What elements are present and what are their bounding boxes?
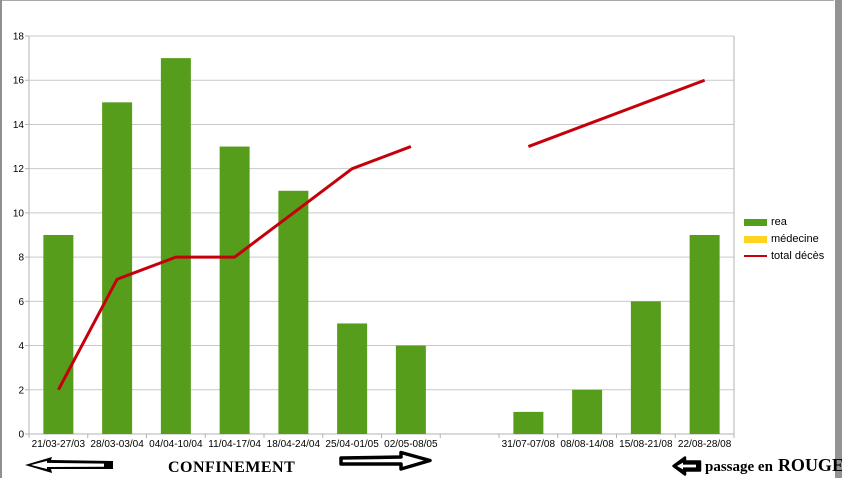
x-axis-label: 02/05-08/05 bbox=[384, 439, 438, 450]
rea-bar bbox=[278, 190, 309, 434]
rea-bar bbox=[337, 323, 368, 434]
total-deces-swatch-icon bbox=[744, 255, 767, 257]
confinement-left-arrow-icon bbox=[25, 457, 113, 473]
rea-bar bbox=[395, 345, 426, 434]
legend-item-total-deces: total décès bbox=[744, 250, 824, 262]
passage-emph: ROUGE bbox=[777, 455, 842, 475]
x-axis-label: 04/04-10/04 bbox=[149, 439, 203, 450]
y-axis-label: 8 bbox=[18, 253, 24, 264]
legend-item-medecine: médecine bbox=[744, 233, 824, 245]
y-axis-label: 2 bbox=[18, 385, 24, 396]
x-axis-label: 15/08-21/08 bbox=[619, 439, 673, 450]
legend: rea médecine total décès bbox=[744, 216, 824, 262]
rea-bar bbox=[160, 58, 191, 434]
x-axis-label: 25/04-01/05 bbox=[325, 439, 379, 450]
x-axis-label: 28/03-03/04 bbox=[90, 439, 144, 450]
vertical-scrollbar[interactable] bbox=[834, 0, 842, 478]
total décès-line bbox=[527, 78, 706, 148]
rea-bar bbox=[689, 235, 720, 434]
medecine-swatch-icon bbox=[744, 235, 767, 243]
rea-bar bbox=[102, 102, 133, 434]
x-axis-label: 18/04-24/04 bbox=[267, 439, 321, 450]
y-axis-label: 10 bbox=[13, 208, 25, 219]
rea-bar bbox=[513, 411, 544, 434]
y-axis-label: 4 bbox=[18, 341, 24, 352]
x-axis-label: 08/08-14/08 bbox=[560, 439, 614, 450]
passage-en-rouge-label: passage en ROUGE bbox=[705, 455, 842, 476]
legend-label-total-deces: total décès bbox=[771, 250, 825, 262]
rea-swatch-icon bbox=[744, 218, 767, 226]
rea-bar bbox=[630, 301, 661, 434]
confinement-label: CONFINEMENT bbox=[168, 459, 296, 476]
rea-bar bbox=[572, 389, 603, 434]
y-axis-label: 6 bbox=[18, 297, 24, 308]
legend-label-medecine: médecine bbox=[771, 233, 819, 245]
x-axis-label: 22/08-28/08 bbox=[678, 439, 732, 450]
x-axis-label: 31/07-07/08 bbox=[502, 439, 556, 450]
y-axis-label: 0 bbox=[18, 430, 24, 441]
total décès-line bbox=[57, 145, 412, 391]
y-axis-label: 14 bbox=[13, 120, 25, 131]
y-axis-label: 16 bbox=[13, 76, 25, 87]
window-border-left bbox=[0, 0, 2, 478]
window-border-top bbox=[0, 0, 842, 1]
y-axis-label: 12 bbox=[13, 164, 25, 175]
passage-left-arrow-icon bbox=[672, 456, 702, 476]
legend-label-rea: rea bbox=[771, 216, 787, 228]
x-axis-label: 21/03-27/03 bbox=[32, 439, 86, 450]
legend-item-rea: rea bbox=[744, 216, 824, 228]
confinement-right-arrow-icon bbox=[339, 450, 432, 471]
rea-bar bbox=[43, 235, 74, 434]
x-axis-label: 11/04-17/04 bbox=[208, 439, 261, 450]
y-axis-label: 18 bbox=[13, 32, 25, 43]
passage-prefix: passage en bbox=[705, 459, 773, 475]
rea-bar bbox=[219, 146, 250, 435]
